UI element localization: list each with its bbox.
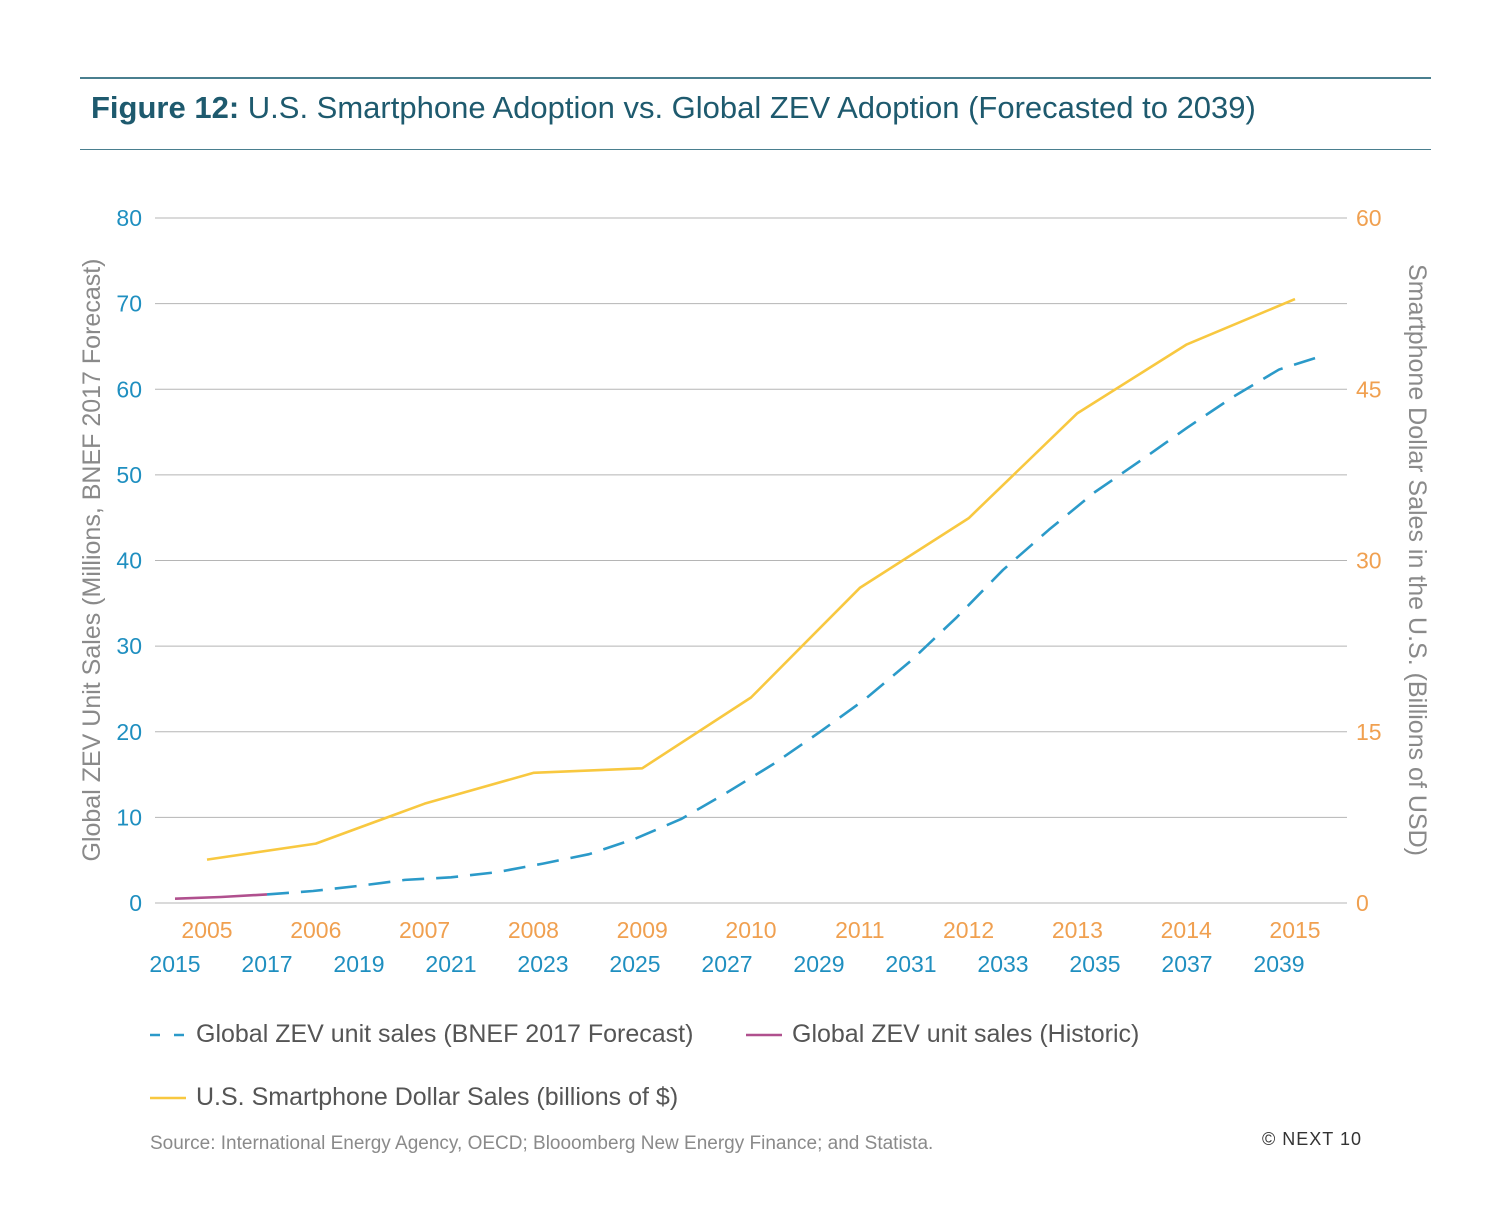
x-top-tick-label: 2012	[943, 917, 994, 943]
series-line-zev-forecast	[266, 353, 1326, 896]
series-layer	[174, 297, 1326, 901]
legend-item-forecast: Global ZEV unit sales (BNEF 2017 Forecas…	[150, 1020, 693, 1049]
y-left-tick-label: 20	[116, 719, 142, 745]
y-left-tick-label: 0	[129, 890, 142, 916]
x-top-tick-label: 2013	[1052, 917, 1103, 943]
y-right-tick-label: 0	[1356, 890, 1369, 916]
top-rule	[80, 77, 1431, 79]
x-bottom-tick-label: 2037	[1161, 951, 1212, 977]
legend-item-smartphone: U.S. Smartphone Dollar Sales (billions o…	[150, 1083, 678, 1112]
y-right-tick-label: 30	[1356, 548, 1382, 574]
figure-title: Figure 12: U.S. Smartphone Adoption vs. …	[91, 90, 1256, 126]
y-left-tick-label: 80	[116, 205, 142, 231]
x-top-tick-label: 2011	[835, 917, 884, 943]
legend-label-smartphone: U.S. Smartphone Dollar Sales (billions o…	[196, 1083, 679, 1111]
x-bottom-tick-label: 2027	[701, 951, 752, 977]
y-right-tick-label: 60	[1356, 205, 1382, 231]
x-top-tick-label: 2015	[1269, 917, 1320, 943]
series-line-smartphone-sales	[206, 297, 1296, 861]
x-top-tick-label: 2006	[290, 917, 341, 943]
x-top-tick-label: 2008	[508, 917, 559, 943]
legend-swatch-smartphone	[150, 1095, 186, 1101]
x-bottom-tick-label: 2025	[609, 951, 660, 977]
axis-labels: 0 10 20 30 40 50 60 70 80 0 15 30 45 60 2005 2006 2007 20…	[78, 205, 1431, 977]
x-top-tick-label: 2010	[725, 917, 776, 943]
legend-label-historic: Global ZEV unit sales (Historic)	[792, 1020, 1140, 1048]
x-bottom-tick-label: 2035	[1069, 951, 1120, 977]
x-bottom-tick-label: 2033	[977, 951, 1028, 977]
legend-swatch-forecast	[150, 1032, 186, 1038]
y-right-axis-title: Smartphone Dollar Sales in the U.S. (Bil…	[1403, 264, 1431, 856]
y-right-tick-label: 15	[1356, 719, 1382, 745]
x-bottom-tick-label: 2021	[425, 951, 476, 977]
source-note: Source: International Energy Agency, OEC…	[150, 1133, 934, 1154]
x-top-tick-label: 2005	[181, 917, 232, 943]
y-left-tick-label: 50	[116, 462, 142, 488]
y-left-tick-label: 40	[116, 548, 142, 574]
figure-label: Figure 12:	[91, 90, 240, 125]
x-bottom-tick-label: 2015	[149, 951, 200, 977]
x-bottom-tick-label: 2019	[333, 951, 384, 977]
x-bottom-tick-label: 2031	[885, 951, 936, 977]
x-top-tick-label: 2009	[617, 917, 668, 943]
x-bottom-tick-label: 2029	[793, 951, 844, 977]
y-left-tick-label: 30	[116, 633, 142, 659]
title-rule	[80, 149, 1431, 150]
x-bottom-tick-label: 2017	[241, 951, 292, 977]
legend-label-forecast: Global ZEV unit sales (BNEF 2017 Forecas…	[196, 1020, 694, 1048]
x-top-tick-label: 2007	[399, 917, 450, 943]
grid-lines	[155, 217, 1347, 904]
x-bottom-tick-label: 2039	[1253, 951, 1304, 977]
y-left-tick-label: 10	[116, 804, 142, 830]
copyright: © NEXT 10	[1262, 1129, 1362, 1149]
figure-title-text: U.S. Smartphone Adoption vs. Global ZEV …	[247, 90, 1256, 125]
legend-swatch-historic	[746, 1032, 782, 1038]
y-left-axis-title: Global ZEV Unit Sales (Millions, BNEF 20…	[78, 259, 106, 862]
x-bottom-tick-label: 2023	[517, 951, 568, 977]
y-left-tick-label: 60	[116, 376, 142, 402]
series-line-zev-historic	[174, 893, 268, 901]
y-left-tick-label: 70	[116, 291, 142, 317]
legend-item-historic: Global ZEV unit sales (Historic)	[746, 1020, 1139, 1049]
y-right-tick-label: 45	[1356, 376, 1382, 402]
x-top-tick-label: 2014	[1161, 917, 1212, 943]
